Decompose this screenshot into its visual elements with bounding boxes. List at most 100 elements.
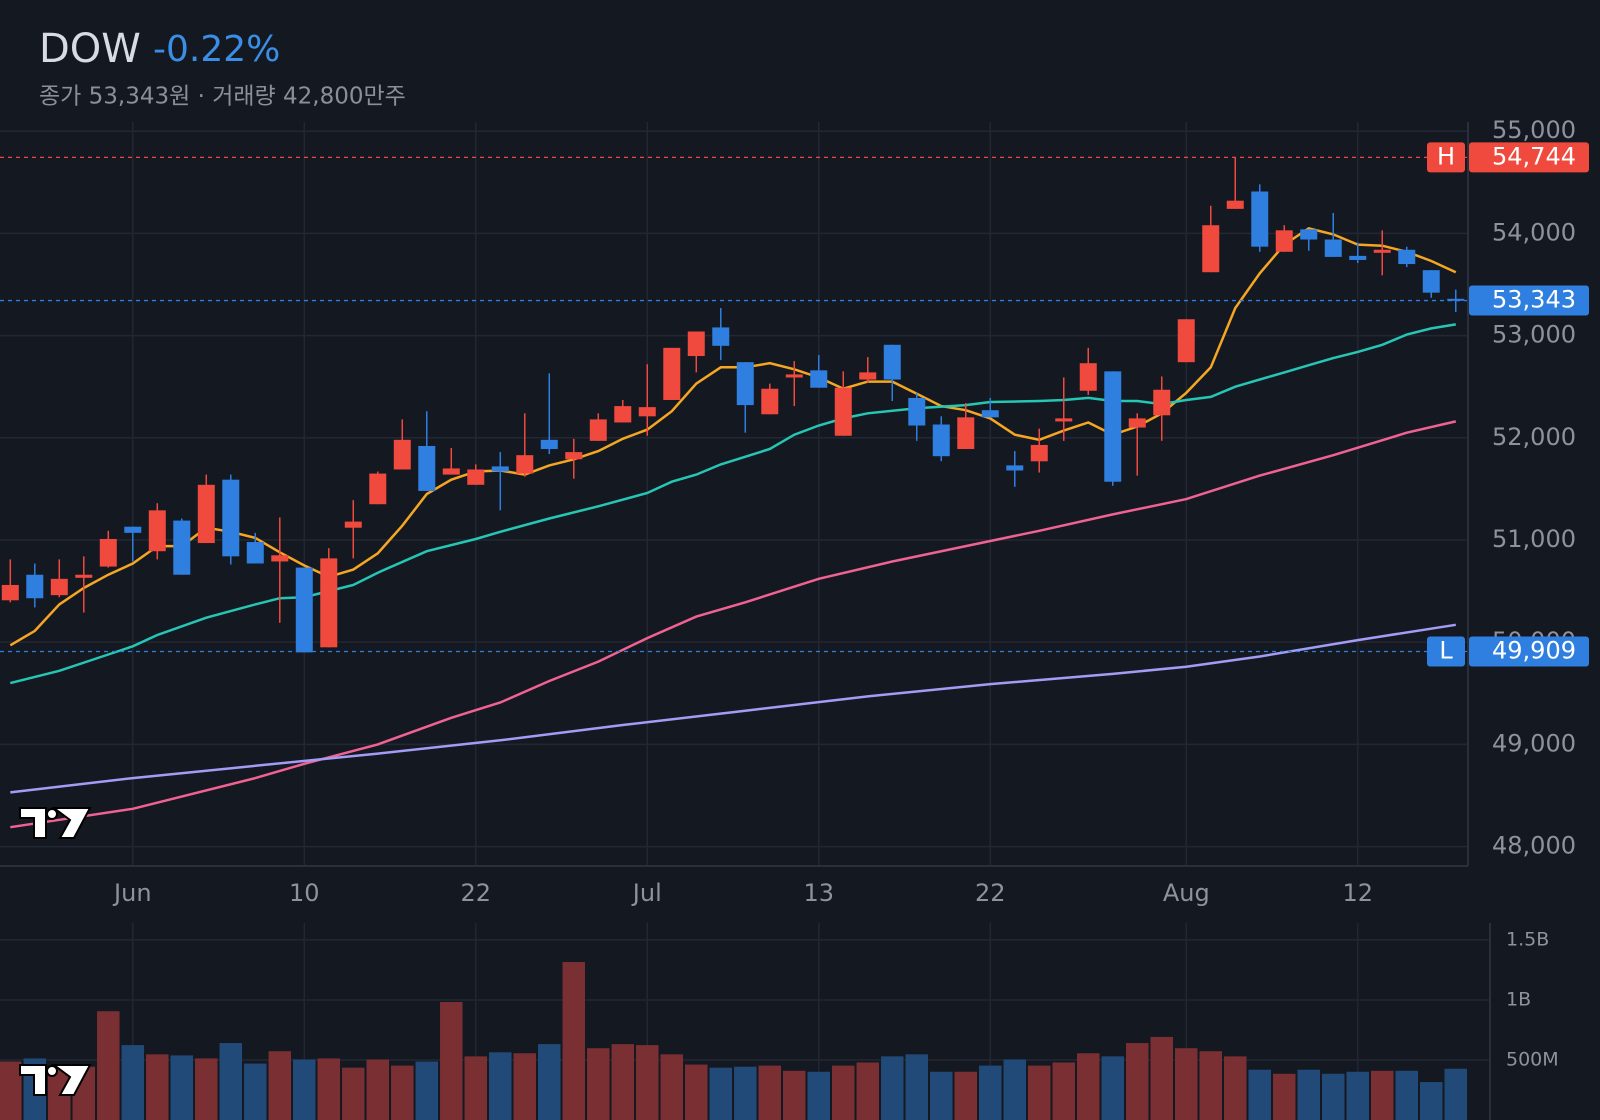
candle-body (271, 555, 289, 562)
candle-body (932, 424, 950, 457)
candle-body (908, 397, 926, 426)
candle-body (173, 520, 191, 575)
volume-bar (1346, 1071, 1370, 1120)
candle-body (834, 387, 852, 436)
candle-body (1373, 249, 1391, 253)
logo (19, 807, 92, 839)
volume-bar (415, 1061, 439, 1120)
candle-body (1275, 230, 1293, 252)
candle-body (1447, 298, 1465, 301)
logo (19, 1064, 92, 1096)
candle-body (1030, 444, 1048, 462)
volume-tick-label: 1B (1506, 988, 1531, 1010)
volume-bar (1003, 1059, 1027, 1120)
candle-body (1300, 229, 1318, 240)
y-tick-label: 54,000 (1492, 218, 1576, 246)
volume-bar (219, 1043, 243, 1120)
grid-layer (0, 122, 1490, 1120)
volume-bar (856, 1062, 880, 1120)
volume-bar (317, 1058, 341, 1120)
volume-bar (734, 1066, 757, 1120)
candle-body (1006, 465, 1024, 471)
moving-average-line (9, 226, 1457, 647)
volume-bar (1297, 1069, 1321, 1120)
volume-bar (587, 1048, 610, 1120)
volume-bar (1101, 1056, 1125, 1120)
candle-body (1079, 363, 1097, 391)
volume-bar (121, 1045, 145, 1120)
candle-body (1324, 239, 1342, 257)
candle-body (1055, 418, 1073, 422)
volume-tick-label: 500M (1506, 1048, 1559, 1070)
candle-body (761, 388, 779, 415)
chart-subtitle: 종가 53,343원 · 거래량 42,800만주 (39, 84, 406, 110)
volume-bar (709, 1067, 733, 1120)
candle-body (981, 410, 999, 418)
candle-body (1202, 225, 1220, 273)
moving-average-line (10, 623, 1456, 794)
y-tick-label: 52,000 (1492, 423, 1576, 451)
volume-bar (293, 1059, 316, 1120)
volume-bar (807, 1071, 831, 1120)
volume-bar (268, 1051, 292, 1120)
candle-body (1153, 389, 1171, 416)
candle-body (197, 484, 215, 544)
volume-bar (1126, 1043, 1149, 1120)
volume-bar (146, 1054, 169, 1120)
volume-bar (391, 1065, 414, 1120)
price-level-label: 54,744 (1492, 142, 1576, 170)
candle-body (516, 455, 534, 474)
candle-body (638, 407, 656, 417)
candle-body (99, 538, 117, 567)
price-level-box (1469, 142, 1589, 173)
candle-body (320, 558, 338, 648)
price-level-tag-label: L (1439, 636, 1453, 664)
label-layer: 48,00049,00050,00051,00052,00053,00054,0… (112, 116, 1589, 1070)
volume-bar (1028, 1065, 1051, 1120)
volume-bar (881, 1056, 904, 1120)
volume-bar (489, 1052, 512, 1120)
volume-bar (1444, 1068, 1467, 1120)
volume-bar (1420, 1082, 1443, 1120)
moving-average-line (10, 420, 1457, 829)
volume-bar (832, 1065, 855, 1120)
volume-bar (0, 1061, 22, 1120)
candle-body (491, 466, 509, 472)
y-tick-label: 53,000 (1492, 321, 1576, 349)
candle-body (295, 567, 313, 653)
candle-body (50, 578, 68, 596)
price-level-label: 49,909 (1492, 636, 1576, 664)
volume-bar (48, 1066, 71, 1120)
volume-bar (611, 1044, 635, 1120)
candle-body (883, 344, 901, 380)
volume-tick-label: 1.5B (1506, 928, 1549, 950)
chart-title: DOW (39, 26, 141, 72)
candle-body (418, 445, 436, 491)
candle-body (75, 574, 93, 578)
candle-body (1177, 319, 1195, 363)
volume-bar (979, 1065, 1002, 1120)
volume-bar (954, 1071, 978, 1120)
candle-body (663, 347, 681, 400)
candle-body (736, 362, 754, 406)
volume-bar (758, 1065, 782, 1120)
x-tick-label: Jul (631, 879, 662, 907)
volume-bar (930, 1071, 953, 1120)
volume-bar (244, 1063, 267, 1120)
volume-bar (1273, 1073, 1296, 1120)
volume-bar (636, 1045, 659, 1120)
candle-body (442, 468, 460, 475)
x-tick-label: 13 (803, 879, 834, 907)
price-level-box (1469, 636, 1589, 667)
plot-layer (0, 156, 1468, 1120)
volume-bar (97, 1011, 120, 1120)
candle-body (26, 574, 44, 599)
y-tick-label: 55,000 (1492, 116, 1576, 144)
price-change: -0.22% (153, 29, 280, 70)
x-tick-label: 12 (1342, 879, 1373, 907)
candle-body (1398, 249, 1416, 265)
candle-body (467, 469, 485, 485)
volume-bar (440, 1001, 463, 1120)
candle-body (246, 542, 264, 564)
